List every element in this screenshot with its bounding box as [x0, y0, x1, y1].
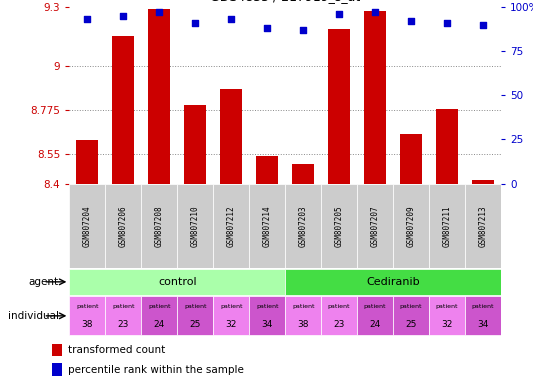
Text: GSM807206: GSM807206 — [119, 205, 128, 247]
Text: GSM807208: GSM807208 — [155, 205, 164, 247]
Bar — [285, 268, 501, 295]
Bar — [393, 296, 429, 335]
Text: 34: 34 — [262, 320, 273, 329]
Bar — [429, 296, 465, 335]
Text: individual: individual — [7, 311, 59, 321]
Text: patient: patient — [292, 305, 314, 310]
Text: 24: 24 — [154, 320, 165, 329]
Bar — [292, 164, 314, 184]
Bar — [365, 11, 386, 184]
Bar — [285, 296, 321, 335]
Text: patient: patient — [400, 305, 422, 310]
Bar — [112, 36, 134, 184]
Bar — [177, 296, 213, 335]
Bar — [106, 184, 141, 268]
Bar — [69, 268, 285, 295]
Text: 34: 34 — [478, 320, 489, 329]
Text: 24: 24 — [369, 320, 381, 329]
Bar — [357, 184, 393, 268]
Bar — [213, 296, 249, 335]
Bar — [77, 141, 98, 184]
Point — [479, 22, 487, 28]
Bar — [357, 296, 393, 335]
Bar — [465, 184, 501, 268]
Point — [83, 16, 92, 22]
Text: patient: patient — [328, 305, 350, 310]
Title: GDS4833 / 217919_s_at: GDS4833 / 217919_s_at — [210, 0, 360, 3]
Bar — [141, 296, 177, 335]
Point — [335, 11, 343, 17]
Text: 38: 38 — [82, 320, 93, 329]
Text: agent: agent — [28, 277, 59, 287]
Text: 32: 32 — [441, 320, 453, 329]
Bar — [221, 89, 242, 184]
Text: patient: patient — [256, 305, 278, 310]
Text: GSM807213: GSM807213 — [479, 205, 488, 247]
Point — [155, 9, 164, 15]
Bar — [148, 9, 170, 184]
Text: transformed count: transformed count — [68, 345, 165, 355]
Point — [119, 13, 127, 19]
Text: GSM807209: GSM807209 — [407, 205, 416, 247]
Point — [443, 20, 451, 26]
Text: GSM807207: GSM807207 — [370, 205, 379, 247]
Bar — [177, 184, 213, 268]
Bar — [106, 296, 141, 335]
Bar — [328, 28, 350, 184]
Text: GSM807203: GSM807203 — [298, 205, 308, 247]
Bar — [256, 156, 278, 184]
Point — [227, 16, 236, 22]
Text: percentile rank within the sample: percentile rank within the sample — [68, 364, 244, 374]
Text: patient: patient — [76, 305, 99, 310]
Bar — [321, 184, 357, 268]
Text: 25: 25 — [406, 320, 417, 329]
Text: Cediranib: Cediranib — [366, 277, 420, 287]
Bar — [285, 184, 321, 268]
Bar — [184, 105, 206, 184]
Bar — [249, 184, 285, 268]
Bar — [393, 184, 429, 268]
Point — [191, 20, 199, 26]
Bar — [213, 184, 249, 268]
Text: 25: 25 — [190, 320, 201, 329]
Text: 23: 23 — [118, 320, 129, 329]
Text: patient: patient — [112, 305, 134, 310]
Bar — [436, 109, 458, 184]
Text: 32: 32 — [225, 320, 237, 329]
Text: GSM807211: GSM807211 — [442, 205, 451, 247]
Bar — [69, 184, 106, 268]
Text: 38: 38 — [297, 320, 309, 329]
Bar — [52, 344, 62, 356]
Text: patient: patient — [436, 305, 458, 310]
Bar — [249, 296, 285, 335]
Text: patient: patient — [148, 305, 171, 310]
Text: 23: 23 — [334, 320, 345, 329]
Text: patient: patient — [472, 305, 494, 310]
Point — [299, 27, 308, 33]
Bar — [141, 184, 177, 268]
Bar — [321, 296, 357, 335]
Bar — [69, 296, 106, 335]
Text: GSM807214: GSM807214 — [263, 205, 272, 247]
Bar — [400, 134, 422, 184]
Bar — [52, 363, 62, 376]
Text: patient: patient — [220, 305, 243, 310]
Bar — [429, 184, 465, 268]
Point — [407, 18, 415, 24]
Bar — [472, 180, 494, 184]
Text: GSM807204: GSM807204 — [83, 205, 92, 247]
Bar — [465, 296, 501, 335]
Text: GSM807210: GSM807210 — [191, 205, 200, 247]
Text: patient: patient — [364, 305, 386, 310]
Text: patient: patient — [184, 305, 206, 310]
Text: GSM807212: GSM807212 — [227, 205, 236, 247]
Point — [371, 9, 379, 15]
Point — [263, 25, 271, 31]
Text: control: control — [158, 277, 197, 287]
Text: GSM807205: GSM807205 — [335, 205, 344, 247]
